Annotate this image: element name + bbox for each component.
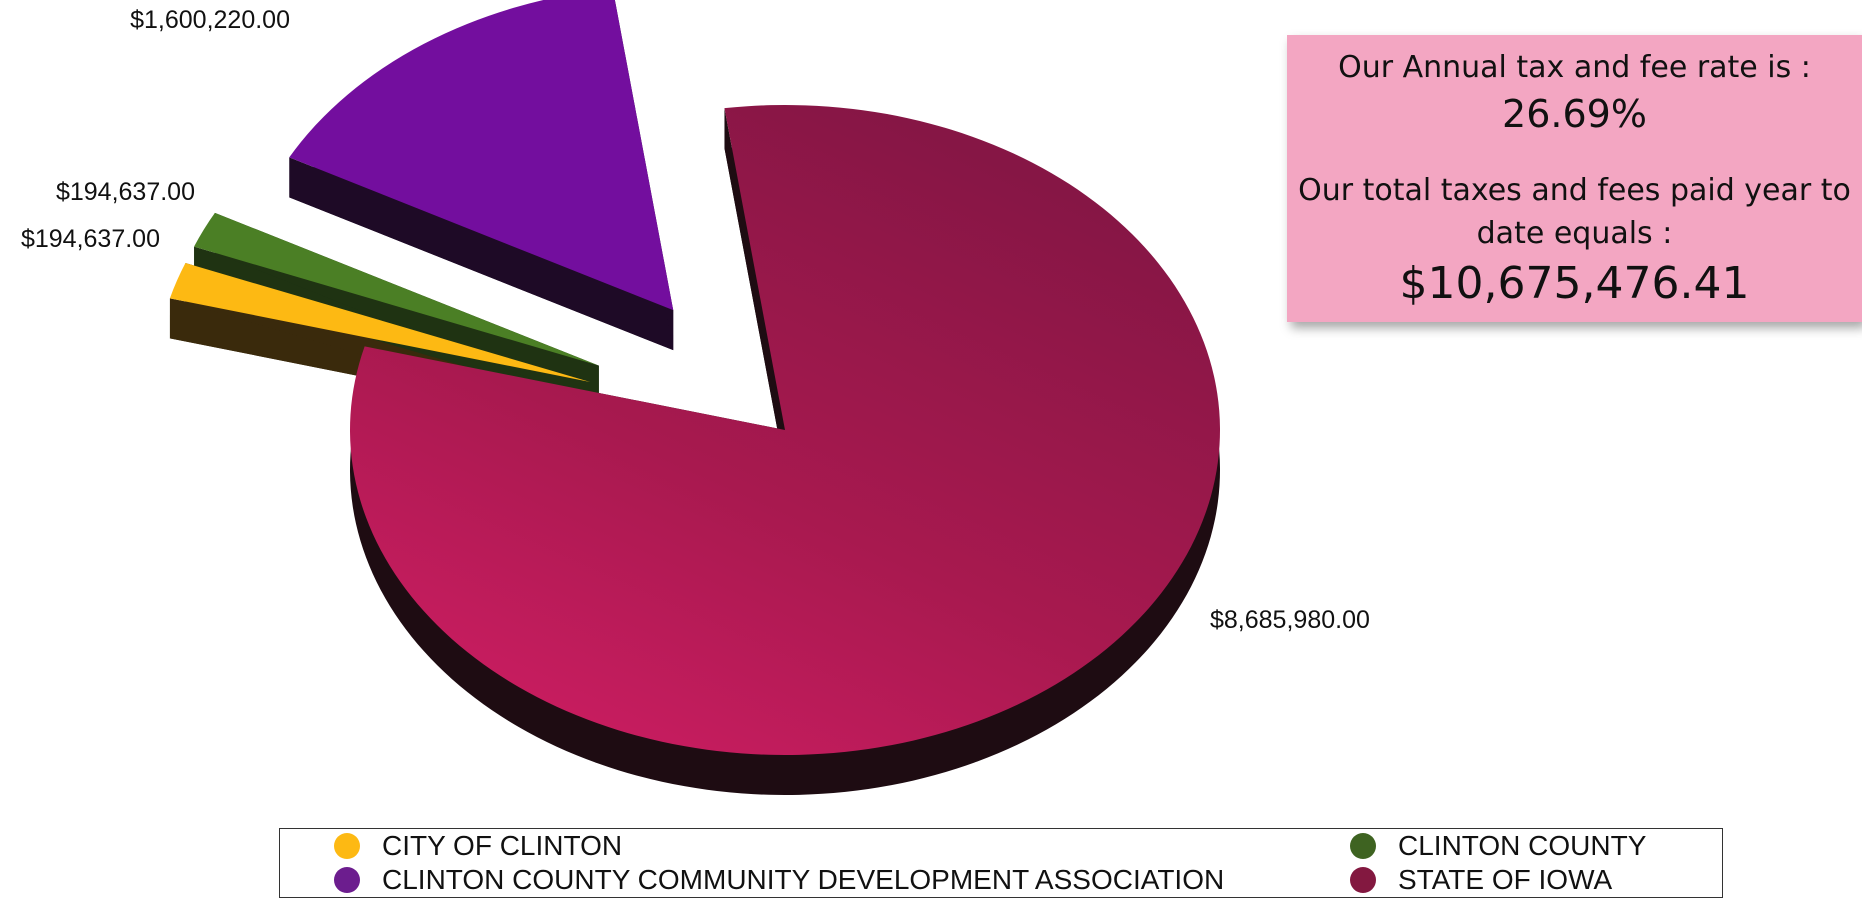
pie-chart: $8,685,980.00 $194,637.00 $194,637.00 $1,60… — [21, 0, 1370, 796]
legend-item-ccda: CLINTON COUNTY COMMUNITY DEVELOPMENT ASS… — [334, 863, 1224, 897]
slice-value-label: $194,637.00 — [56, 178, 195, 206]
slice-value-label: $194,637.00 — [21, 225, 160, 253]
slice-value-label: $1,600,220.00 — [130, 6, 290, 34]
slice-value-label: $8,685,980.00 — [1210, 606, 1370, 634]
legend-label: CLINTON COUNTY — [1398, 830, 1647, 861]
legend-label: CITY OF CLINTON — [382, 830, 623, 861]
legend-item-city-of-clinton: CITY OF CLINTON — [334, 829, 622, 863]
pie-labels: $8,685,980.00 $194,637.00 $194,637.00 $1,60… — [21, 6, 1370, 634]
pie-slice-state-of-iowa — [350, 105, 1220, 756]
legend-label: STATE OF IOWA — [1398, 864, 1613, 895]
legend-item-state-of-iowa: STATE OF IOWA — [1350, 863, 1612, 897]
legend-item-clinton-county: CLINTON COUNTY — [1350, 829, 1646, 863]
pie-slices — [169, 0, 1220, 796]
tax-rate-label: Our Annual tax and fee rate is : — [1338, 50, 1811, 85]
legend-swatch — [334, 867, 360, 893]
legend-swatch — [334, 833, 360, 859]
pie-slice-clinton-county — [194, 212, 599, 366]
legend-swatch — [1350, 867, 1376, 893]
slice-wall-0 — [724, 108, 785, 471]
pie-slice-clinton-county-community-development-association — [289, 0, 674, 311]
legend-swatch — [1350, 833, 1376, 859]
slice-wall-3 — [289, 157, 674, 351]
legend-label: CLINTON COUNTY COMMUNITY DEVELOPMENT ASS… — [382, 864, 1225, 895]
total-taxes-label: Our total taxes and fees paid year to da… — [1298, 173, 1851, 251]
total-taxes-value: $10,675,476.41 — [1399, 258, 1750, 309]
pie-slice-city-of-clinton — [169, 263, 591, 382]
tax-rate-value: 26.69% — [1502, 92, 1647, 136]
tax-summary-box: Our Annual tax and fee rate is : 26.69% … — [1287, 35, 1862, 322]
chart-legend: CITY OF CLINTON CLINTON COUNTY CLINTON C… — [279, 828, 1723, 898]
